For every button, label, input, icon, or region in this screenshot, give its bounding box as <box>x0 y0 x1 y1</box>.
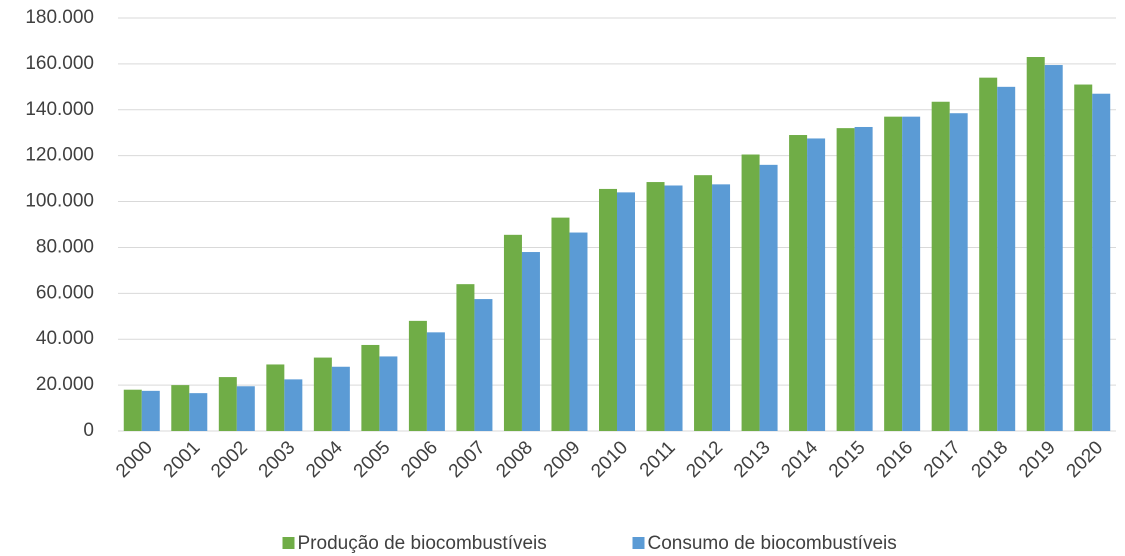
bar <box>712 184 731 431</box>
x-tick-label: 2015 <box>825 437 870 482</box>
x-tick-label: 2018 <box>968 437 1013 482</box>
bar <box>836 128 855 431</box>
bar <box>408 320 427 431</box>
x-tick-label: 2011 <box>636 437 680 481</box>
y-tick-label: 100.000 <box>25 191 94 212</box>
y-tick-label: 40.000 <box>36 328 94 349</box>
bar <box>236 386 255 431</box>
x-tick-label: 2010 <box>587 437 632 482</box>
bar <box>379 356 398 431</box>
y-tick-label: 0 <box>83 420 94 441</box>
x-tick-label: 2004 <box>302 437 347 482</box>
y-tick-label: 160.000 <box>25 53 94 74</box>
x-tick-label: 2005 <box>350 437 395 482</box>
bar <box>1092 93 1111 431</box>
bar <box>807 138 826 432</box>
bar <box>474 299 493 431</box>
bar <box>979 77 998 432</box>
bar <box>503 234 522 431</box>
bar <box>123 389 142 431</box>
bar <box>569 232 588 431</box>
bar <box>456 284 475 431</box>
x-tick-label: 2012 <box>682 437 727 482</box>
y-tick-label: 140.000 <box>25 99 94 120</box>
bar <box>426 332 445 431</box>
bar <box>599 188 617 431</box>
bar <box>1044 65 1063 432</box>
bar <box>189 393 208 431</box>
bar <box>218 377 237 431</box>
x-tick-label: 2001 <box>160 437 205 482</box>
bar <box>646 182 665 431</box>
bar <box>171 385 190 431</box>
legend-swatch <box>632 537 645 549</box>
y-tick-label: 60.000 <box>36 282 94 303</box>
x-tick-label: 2020 <box>1063 437 1108 482</box>
bar <box>884 116 903 432</box>
bar <box>997 86 1016 431</box>
bar <box>284 379 303 431</box>
x-tick-label: 2003 <box>255 437 300 482</box>
bar <box>949 113 968 431</box>
x-tick-label: 2008 <box>492 437 537 482</box>
bar <box>931 101 950 431</box>
bar <box>141 390 160 431</box>
bar <box>1074 84 1093 432</box>
y-tick-label: 180.000 <box>25 7 94 28</box>
x-tick-label: 2013 <box>730 437 775 482</box>
bar <box>664 185 683 431</box>
x-tick-label: 2000 <box>112 437 157 482</box>
bar <box>361 344 380 431</box>
bar <box>313 357 332 431</box>
y-tick-label: 20.000 <box>36 374 94 395</box>
bar <box>1026 57 1045 431</box>
legend-swatch <box>282 537 295 549</box>
legend-label: Produção de biocombustíveis <box>298 533 547 554</box>
bar <box>694 175 713 431</box>
bar <box>902 116 921 432</box>
bar <box>617 192 635 431</box>
x-tick-label: 2006 <box>397 437 442 482</box>
x-tick-label: 2017 <box>920 437 965 482</box>
x-tick-label: 2009 <box>540 437 585 482</box>
legend-label: Consumo de biocombustíveis <box>648 533 897 554</box>
y-tick-label: 80.000 <box>36 236 94 257</box>
x-tick-label: 2016 <box>872 437 917 482</box>
bar <box>331 366 350 431</box>
bar <box>521 252 540 431</box>
bar <box>266 364 285 431</box>
bar <box>759 164 778 431</box>
x-tick-label: 2019 <box>1015 437 1060 482</box>
x-tick-label: 2002 <box>207 437 252 482</box>
bar <box>854 126 873 431</box>
x-tick-label: 2014 <box>777 437 822 482</box>
y-tick-label: 120.000 <box>25 145 94 166</box>
bar <box>741 154 760 431</box>
x-tick-label: 2007 <box>445 437 490 482</box>
bar <box>789 135 808 431</box>
bar <box>551 217 570 431</box>
